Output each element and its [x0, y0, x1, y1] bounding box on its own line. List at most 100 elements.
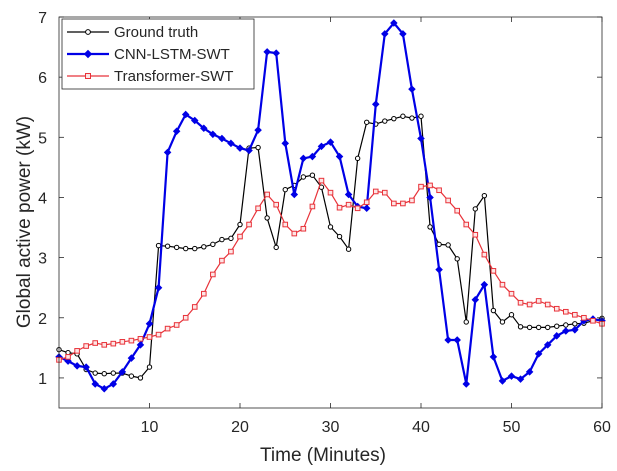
data-point [318, 177, 325, 184]
data-point [409, 197, 415, 204]
data-point [128, 337, 135, 344]
data-point [436, 241, 442, 248]
data-point [228, 235, 234, 242]
data-point [246, 221, 252, 228]
data-point [462, 380, 471, 388]
data-point [237, 233, 243, 240]
data-point [463, 319, 469, 325]
data-point [499, 319, 506, 325]
data-point [137, 336, 144, 342]
data-point [65, 354, 71, 360]
data-point [172, 127, 181, 136]
data-point [563, 322, 569, 328]
data-point [481, 192, 488, 199]
y-tick-label: 5 [38, 130, 47, 147]
data-point [516, 375, 525, 383]
data-point [517, 299, 524, 306]
data-point [454, 207, 460, 214]
data-point [472, 206, 478, 212]
data-point [382, 118, 388, 124]
data-point [535, 298, 542, 304]
y-tick-label: 2 [38, 311, 47, 328]
data-point [364, 119, 370, 125]
y-tick-label: 3 [38, 251, 47, 268]
data-point [237, 221, 243, 228]
data-point [345, 201, 352, 208]
x-tick-label: 20 [231, 419, 249, 436]
data-point [572, 321, 578, 327]
legend-label: Transformer-SWT [114, 68, 233, 85]
data-point [445, 197, 451, 204]
data-point [409, 115, 415, 121]
x-tick-label: 60 [593, 419, 611, 436]
data-point [128, 373, 135, 379]
data-point [155, 242, 162, 249]
data-point [272, 49, 280, 57]
x-tick-label: 30 [322, 419, 340, 436]
data-point [445, 242, 451, 248]
data-point [191, 304, 198, 310]
legend-item: Transformer-SWT [67, 68, 233, 85]
data-point [427, 182, 433, 189]
series-line [58, 180, 603, 361]
x-tick-label: 50 [503, 419, 521, 436]
data-point [281, 139, 290, 148]
data-point [137, 375, 144, 381]
y-tick-label: 7 [38, 10, 47, 27]
data-point [444, 336, 452, 344]
data-point [282, 221, 289, 228]
data-point [507, 372, 516, 380]
data-point [181, 110, 190, 119]
data-point [400, 113, 406, 119]
axes: 10 20 30 40 50 60 1 2 3 4 5 6 7 [38, 10, 611, 436]
data-point [92, 340, 99, 346]
data-point [219, 236, 225, 243]
data-point [534, 350, 543, 358]
data-point [453, 336, 461, 344]
data-point [344, 190, 353, 199]
data-point [264, 191, 270, 198]
data-point [526, 324, 533, 331]
data-point [535, 324, 542, 331]
data-point [118, 368, 127, 376]
data-point [228, 248, 234, 255]
data-point [543, 341, 552, 349]
data-point [490, 307, 497, 314]
data-point [92, 370, 98, 376]
data-point [363, 199, 370, 206]
data-point [581, 314, 587, 321]
data-point [408, 85, 416, 93]
data-point [119, 339, 126, 345]
data-point [145, 320, 154, 328]
data-point [136, 341, 145, 349]
data-point [508, 312, 515, 318]
data-point [91, 380, 99, 388]
legend-item: Ground truth [67, 24, 198, 41]
data-point [463, 221, 470, 228]
data-point [480, 280, 489, 289]
data-point [255, 205, 261, 212]
data-point [190, 116, 199, 125]
data-point [481, 251, 488, 258]
data-point [164, 243, 171, 249]
data-point [82, 363, 90, 371]
data-point [146, 364, 153, 370]
x-axis-label: Time (Minutes) [260, 445, 386, 466]
data-point [182, 314, 189, 321]
data-point [110, 340, 117, 347]
data-point [245, 146, 253, 155]
data-point [427, 224, 433, 230]
data-point [164, 325, 171, 332]
data-point [382, 189, 388, 196]
data-point [554, 323, 560, 329]
data-point [210, 241, 216, 248]
legend-label: CNN-LSTM-SWT [114, 46, 230, 63]
y-tick-label: 6 [38, 70, 47, 87]
data-point [418, 113, 424, 119]
data-point [201, 290, 207, 297]
data-point [454, 256, 460, 262]
series-2 [56, 177, 605, 363]
data-point [490, 268, 497, 274]
data-point [417, 134, 425, 143]
